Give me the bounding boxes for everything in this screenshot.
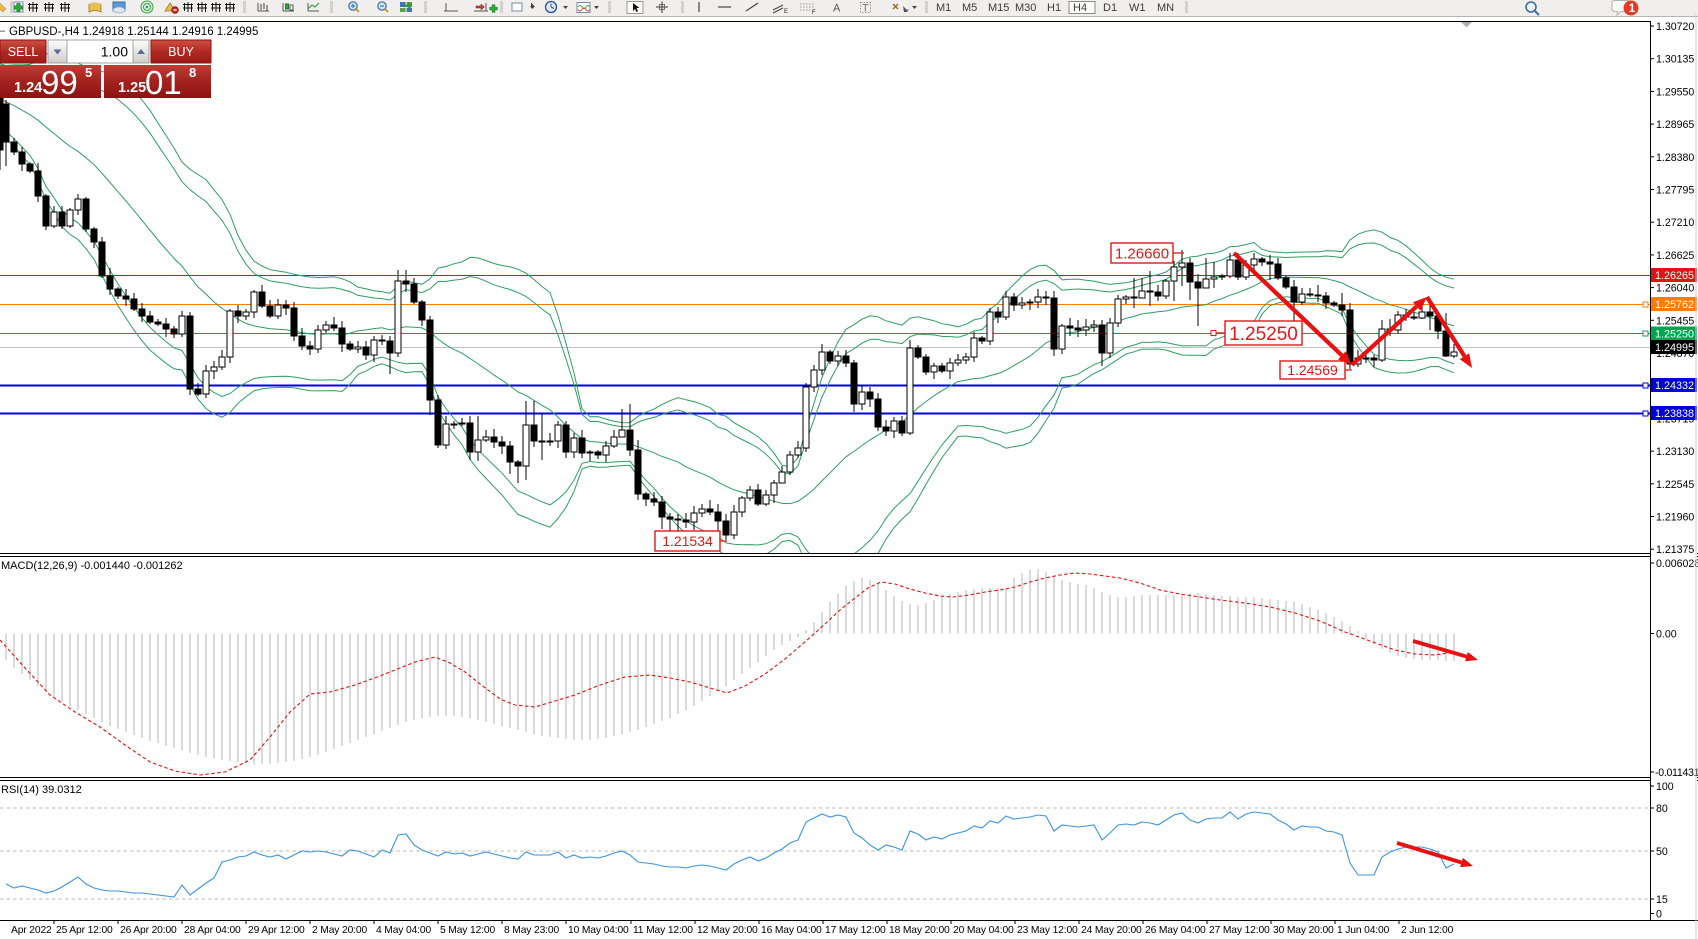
svg-text:1.25250: 1.25250	[1229, 324, 1298, 345]
svg-text:D1: D1	[1103, 2, 1117, 14]
svg-text:1.24332: 1.24332	[1655, 380, 1694, 392]
svg-text:E: E	[784, 9, 788, 15]
svg-text:27 May 12:00: 27 May 12:00	[1209, 925, 1270, 936]
svg-text:01: 01	[145, 64, 182, 101]
svg-text:4 May 04:00: 4 May 04:00	[376, 925, 431, 936]
svg-text:30 May 20:00: 30 May 20:00	[1273, 925, 1334, 936]
svg-text:20 May 04:00: 20 May 04:00	[953, 925, 1014, 936]
svg-text:5 May 12:00: 5 May 12:00	[440, 925, 495, 936]
svg-text:2 Jun 12:00: 2 Jun 12:00	[1401, 925, 1454, 936]
svg-text:1.23130: 1.23130	[1656, 446, 1694, 458]
svg-text:A: A	[833, 3, 841, 15]
svg-text:18 May 20:00: 18 May 20:00	[889, 925, 950, 936]
svg-text:24 May 20:00: 24 May 20:00	[1081, 925, 1142, 936]
svg-text:1.21375: 1.21375	[1656, 544, 1694, 556]
svg-text:F: F	[812, 10, 816, 16]
svg-text:M5: M5	[962, 2, 977, 14]
svg-text:17 May 12:00: 17 May 12:00	[825, 925, 886, 936]
svg-text:50: 50	[1656, 846, 1668, 858]
svg-text:0.00: 0.00	[1656, 629, 1677, 641]
svg-text:10 May 04:00: 10 May 04:00	[568, 925, 629, 936]
svg-text:1.25250: 1.25250	[1655, 329, 1694, 341]
svg-text:BUY: BUY	[168, 45, 194, 59]
svg-text:12 May 20:00: 12 May 20:00	[697, 925, 758, 936]
svg-text:M30: M30	[1015, 2, 1036, 14]
svg-text:W1: W1	[1129, 2, 1146, 14]
svg-text:RSI(14) 39.0312: RSI(14) 39.0312	[1, 784, 82, 796]
svg-text:0.006028: 0.006028	[1656, 558, 1698, 570]
svg-text:1.23838: 1.23838	[1655, 408, 1694, 420]
svg-text:1.28965: 1.28965	[1656, 119, 1694, 131]
svg-text:T: T	[862, 3, 869, 15]
svg-text:MACD(12,26,9) -0.001440 -0.001: MACD(12,26,9) -0.001440 -0.001262	[1, 560, 183, 572]
svg-text:29 Apr 12:00: 29 Apr 12:00	[248, 925, 305, 936]
svg-text:GBPUSD-,H4 1.24918 1.25144 1.: GBPUSD-,H4 1.24918 1.25144 1.24916 1.249…	[9, 26, 258, 38]
svg-text:1.29550: 1.29550	[1656, 86, 1694, 98]
svg-text:1.27795: 1.27795	[1656, 185, 1694, 197]
svg-text:M15: M15	[988, 2, 1009, 14]
svg-text:26 Apr 20:00: 26 Apr 20:00	[120, 925, 177, 936]
svg-text:8 May 23:00: 8 May 23:00	[504, 925, 559, 936]
svg-text:MN: MN	[1157, 2, 1174, 14]
svg-text:H1: H1	[1047, 2, 1061, 14]
svg-text:1.27210: 1.27210	[1656, 217, 1694, 229]
svg-text:1.30135: 1.30135	[1656, 54, 1694, 66]
svg-text:1 Jun 04:00: 1 Jun 04:00	[1337, 925, 1390, 936]
svg-text:1.28380: 1.28380	[1656, 152, 1694, 164]
svg-text:99: 99	[41, 64, 78, 101]
svg-text:-0.011431: -0.011431	[1655, 767, 1698, 779]
svg-text:1.26265: 1.26265	[1655, 270, 1694, 282]
svg-text:28 Apr 04:00: 28 Apr 04:00	[184, 925, 241, 936]
svg-text:0: 0	[1656, 909, 1662, 921]
svg-text:M1: M1	[936, 2, 951, 14]
svg-text:100: 100	[1656, 781, 1674, 793]
svg-text:1.24: 1.24	[14, 80, 42, 96]
svg-text:11 May 12:00: 11 May 12:00	[633, 925, 693, 936]
svg-text:1.26660: 1.26660	[1115, 245, 1169, 262]
svg-text:1.25455: 1.25455	[1656, 315, 1694, 327]
svg-text:16 May 04:00: 16 May 04:00	[761, 925, 822, 936]
svg-text:25 Apr 12:00: 25 Apr 12:00	[56, 925, 113, 936]
svg-text:5: 5	[85, 65, 92, 80]
svg-text:1: 1	[1629, 1, 1636, 15]
svg-text:80: 80	[1656, 803, 1668, 815]
svg-text:H4: H4	[1073, 2, 1087, 14]
svg-text:1.25762: 1.25762	[1655, 299, 1694, 311]
svg-text:1.00: 1.00	[101, 44, 128, 60]
svg-text:2 May 20:00: 2 May 20:00	[312, 925, 367, 936]
svg-text:1.26625: 1.26625	[1656, 250, 1694, 262]
svg-text:1.26040: 1.26040	[1656, 283, 1694, 295]
svg-text:1.30720: 1.30720	[1656, 21, 1694, 33]
svg-text:SELL: SELL	[8, 45, 39, 59]
svg-text:1.25: 1.25	[118, 80, 146, 96]
svg-text:23 May 12:00: 23 May 12:00	[1017, 925, 1078, 936]
svg-text:Apr 2022: Apr 2022	[11, 925, 52, 936]
svg-text:1.22545: 1.22545	[1656, 479, 1694, 491]
svg-text:1.24569: 1.24569	[1287, 362, 1338, 378]
svg-text:26 May 04:00: 26 May 04:00	[1145, 925, 1206, 936]
svg-text:1.21960: 1.21960	[1656, 512, 1694, 524]
svg-text:1.21534: 1.21534	[662, 533, 713, 549]
svg-text:8: 8	[189, 65, 196, 80]
svg-text:1.24995: 1.24995	[1655, 342, 1694, 354]
svg-text:15: 15	[1656, 894, 1668, 906]
